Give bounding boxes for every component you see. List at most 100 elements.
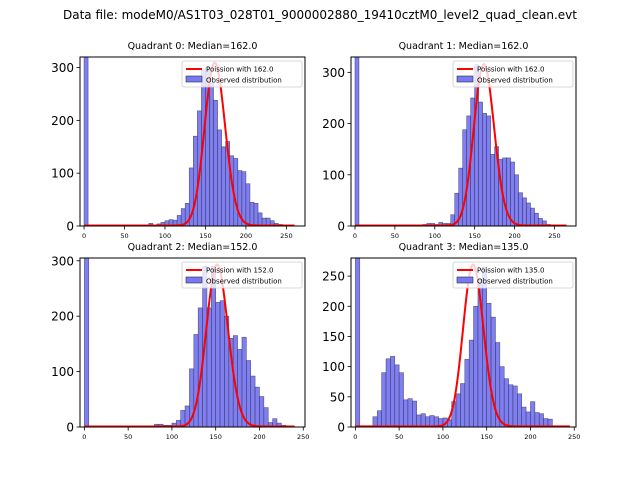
histogram-bar: [420, 413, 426, 427]
histogram-bar: [193, 135, 198, 226]
legend-bar-swatch: [456, 75, 474, 83]
quadrant-title: Quadrant 0: Median=162.0: [128, 41, 258, 52]
poisson-curve: [84, 61, 295, 226]
histogram-bar: [499, 366, 505, 427]
histogram-bar: [462, 129, 467, 226]
histogram-bar: [354, 57, 360, 226]
x-tick-label: 100: [429, 232, 441, 240]
y-tick-label: 100: [322, 360, 345, 374]
histogram-bar: [468, 339, 474, 427]
poisson-curve: [354, 63, 567, 226]
legend-label-observed: Observed distribution: [477, 278, 553, 286]
plot-area: [83, 57, 295, 226]
histogram-bar: [416, 414, 422, 427]
x-tick-label: 250: [548, 232, 560, 240]
histogram-bar: [508, 384, 514, 427]
legend: Poission with 135.0 Observed distribution: [452, 261, 574, 289]
y-tick-label: 200: [322, 300, 345, 314]
y-tick-label: 250: [322, 270, 345, 284]
y-tick-label: 200: [51, 114, 74, 128]
x-tick-label: 200: [508, 232, 520, 240]
histogram-bar: [259, 396, 265, 427]
axes-frame: [79, 56, 306, 227]
legend-label-poisson: Poission with 152.0: [206, 267, 274, 275]
legend-bar-swatch: [185, 276, 203, 284]
legend-label-poisson: Poission with 162.0: [206, 66, 274, 74]
histogram-bar: [257, 212, 263, 226]
histogram-bar: [517, 393, 523, 427]
x-tick-label: 250: [280, 232, 292, 240]
histogram-bar: [403, 399, 409, 427]
plot-area: [84, 258, 295, 427]
histogram-bar: [209, 83, 214, 226]
y-tick-label: 100: [51, 167, 74, 181]
y-tick-label: 100: [51, 365, 74, 379]
histogram-bar: [530, 401, 536, 427]
quadrant-title: Quadrant 1: Median=162.0: [399, 41, 529, 52]
histogram-bar: [407, 398, 413, 427]
y-tick-label: 0: [66, 421, 74, 435]
histogram-bar: [510, 161, 515, 226]
x-tick-label: 0: [82, 232, 86, 240]
histogram-bar: [241, 171, 247, 226]
histogram-bar: [518, 192, 523, 226]
x-tick-label: 250: [568, 433, 580, 441]
y-tick-label: 150: [322, 330, 345, 344]
quadrant-1-axes: Quadrant 1: Median=162.0 0 100 200 300 0 50 100…: [322, 41, 577, 240]
poisson-curve: [355, 263, 570, 427]
x-tick-label: 50: [395, 433, 403, 441]
histogram-bar: [522, 197, 527, 226]
legend-box: [181, 60, 303, 88]
histogram-bar: [460, 383, 466, 427]
histogram-bar: [394, 364, 400, 427]
y-tick-label: 200: [322, 117, 345, 131]
axes-frame: [350, 257, 577, 428]
legend-bar-swatch: [185, 75, 203, 83]
histogram-bar: [215, 302, 221, 427]
x-tick-label: 50: [391, 232, 399, 240]
legend-box: [452, 261, 574, 289]
x-tick-label: 150: [199, 232, 211, 240]
x-tick-label: 100: [166, 433, 178, 441]
histogram-bar: [246, 360, 252, 427]
poisson-curve: [84, 263, 295, 427]
y-tick-label: 300: [51, 61, 74, 75]
histogram-bar: [521, 406, 527, 427]
histogram-bar: [237, 349, 243, 427]
x-tick-label: 50: [124, 433, 132, 441]
histogram-bar: [526, 202, 531, 226]
histogram-bar: [221, 146, 226, 226]
quadrant-2-axes: Quadrant 2: Median=152.0 0 100 200 300 0 50 100…: [51, 242, 309, 441]
histogram-bar: [398, 372, 404, 427]
y-tick-label: 0: [66, 220, 74, 234]
histogram-bar: [514, 174, 519, 226]
histogram-bar: [411, 400, 417, 427]
y-tick-label: 0: [337, 421, 345, 435]
histogram-bar: [478, 101, 483, 226]
histogram-bar: [512, 385, 518, 427]
y-tick-label: 50: [330, 390, 345, 404]
legend: Poission with 162.0 Observed distribution: [452, 60, 574, 88]
x-tick-label: 150: [468, 232, 480, 240]
histogram-bar: [217, 129, 222, 226]
x-tick-label: 0: [353, 232, 357, 240]
histogram-bar: [254, 386, 260, 427]
x-tick-label: 250: [297, 433, 309, 441]
x-tick-label: 0: [82, 433, 86, 441]
y-tick-label: 100: [322, 168, 345, 182]
x-tick-label: 200: [240, 232, 252, 240]
histogram-bar: [538, 413, 544, 427]
plot-area: [354, 57, 567, 226]
legend-bar-swatch: [456, 276, 474, 284]
y-tick-label: 0: [337, 220, 345, 234]
histogram-bar: [503, 378, 509, 427]
x-tick-label: 150: [209, 433, 221, 441]
legend-label-poisson: Poission with 135.0: [477, 267, 545, 275]
x-tick-label: 50: [120, 232, 128, 240]
histogram-bar: [455, 393, 461, 427]
axes-frame: [350, 56, 577, 227]
histogram-bar: [211, 266, 217, 427]
y-tick-label: 200: [51, 310, 74, 324]
axes-frame: [79, 257, 306, 428]
histogram-bar: [213, 100, 218, 226]
